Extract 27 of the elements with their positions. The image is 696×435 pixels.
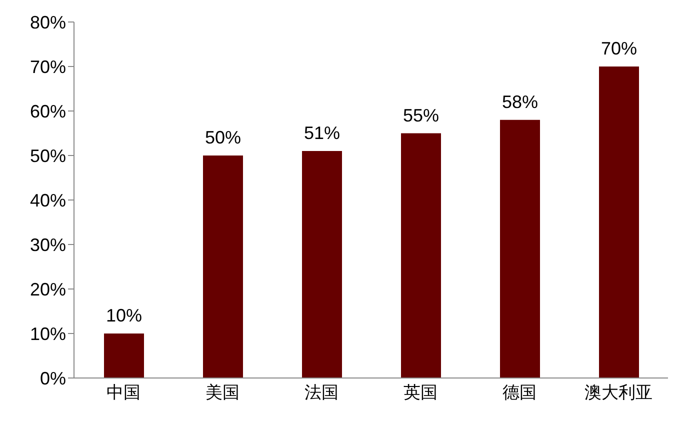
bar	[203, 156, 243, 378]
y-tick-label: 60%	[30, 101, 66, 122]
x-tick-label: 英国	[404, 383, 438, 402]
bar	[500, 120, 540, 378]
x-tick-label: 德国	[502, 383, 536, 402]
bar	[104, 334, 144, 378]
data-label: 70%	[600, 38, 638, 58]
y-tick-label: 20%	[30, 279, 66, 300]
x-tick-label: 美国	[206, 383, 240, 402]
bar	[401, 133, 441, 378]
y-tick-label: 80%	[30, 12, 66, 32]
y-tick-label: 70%	[30, 56, 66, 77]
bar	[599, 66, 639, 378]
data-label: 58%	[502, 92, 538, 112]
y-tick-label: 40%	[30, 190, 66, 210]
y-tick-label: 50%	[30, 146, 66, 166]
y-tick-label: 30%	[30, 234, 66, 255]
x-tick-label: 中国	[106, 383, 140, 402]
data-label: 10%	[106, 306, 142, 326]
data-label: 50%	[204, 128, 242, 148]
data-label: 55%	[402, 105, 440, 126]
x-tick-label: 澳大利亚	[584, 383, 652, 402]
x-tick-label: 法国	[304, 383, 338, 402]
data-label: 51%	[304, 123, 340, 144]
y-tick-label: 10%	[30, 324, 66, 344]
y-tick-label: 0%	[40, 368, 66, 388]
bar	[302, 151, 342, 378]
